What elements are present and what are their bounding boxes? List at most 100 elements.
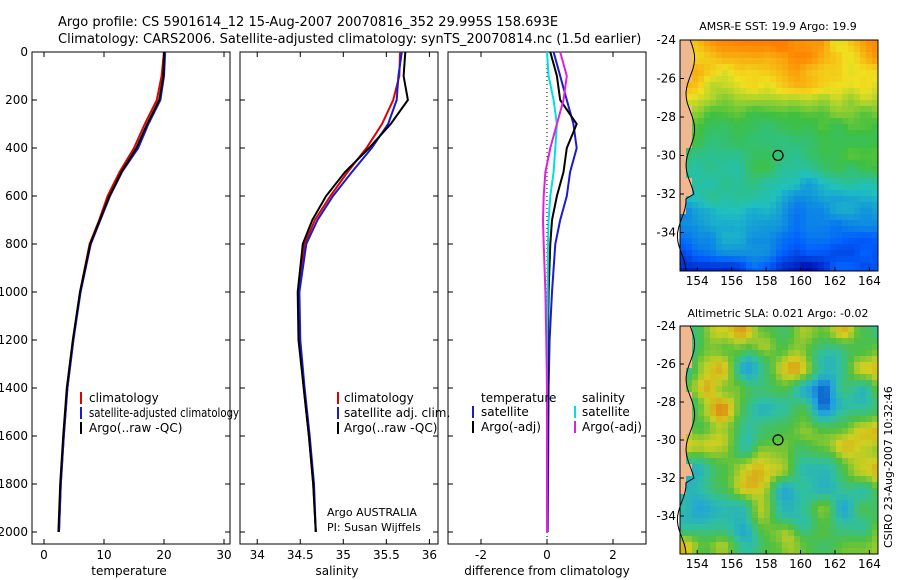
map-y-tick-label: -30 xyxy=(656,149,676,163)
map-cell xyxy=(710,362,716,368)
map-cell xyxy=(728,524,734,530)
map-cell xyxy=(854,208,860,214)
map-cell xyxy=(866,380,872,386)
map-cell xyxy=(758,100,764,106)
map-cell xyxy=(764,178,770,184)
map-cell xyxy=(680,392,686,398)
map-cell xyxy=(692,112,698,118)
map-cell xyxy=(686,548,692,554)
map-cell xyxy=(800,350,806,356)
map-cell xyxy=(860,500,866,506)
map-cell xyxy=(776,386,782,392)
map-cell xyxy=(734,154,740,160)
map-cell xyxy=(782,190,788,196)
map-cell xyxy=(680,142,686,148)
map-cell xyxy=(794,226,800,232)
map-cell xyxy=(692,220,698,226)
map-cell xyxy=(776,506,782,512)
map-cell xyxy=(824,112,830,118)
map-cell xyxy=(728,404,734,410)
map-cell xyxy=(740,548,746,554)
map-cell xyxy=(818,88,824,94)
map-cell xyxy=(872,506,878,512)
map-cell xyxy=(854,82,860,88)
map-cell xyxy=(686,536,692,542)
legend-label-climatology: climatology xyxy=(89,391,159,405)
map-cell xyxy=(854,338,860,344)
map-cell xyxy=(806,326,812,332)
x-tick-label: 10 xyxy=(96,548,111,562)
map-cell xyxy=(806,178,812,184)
map-cell xyxy=(752,398,758,404)
map-cell xyxy=(740,362,746,368)
map-cell xyxy=(740,524,746,530)
map-cell xyxy=(764,124,770,130)
map-cell xyxy=(764,142,770,148)
map-cell xyxy=(698,160,704,166)
map-cell xyxy=(866,338,872,344)
map-cell xyxy=(788,166,794,172)
map-cell xyxy=(788,196,794,202)
map-cell xyxy=(866,350,872,356)
map-cell xyxy=(680,542,686,548)
map-cell xyxy=(722,112,728,118)
map-cell xyxy=(752,362,758,368)
map-cell xyxy=(794,374,800,380)
map-cell xyxy=(776,368,782,374)
map-cell xyxy=(728,130,734,136)
map-cell xyxy=(722,326,728,332)
map-cell xyxy=(872,542,878,548)
map-cell xyxy=(788,94,794,100)
map-cell xyxy=(824,142,830,148)
map-cell xyxy=(800,518,806,524)
map-cell xyxy=(722,172,728,178)
map-cell xyxy=(818,220,824,226)
map-cell xyxy=(764,64,770,70)
map-cell xyxy=(692,262,698,268)
map-cell xyxy=(752,530,758,536)
map-cell xyxy=(728,446,734,452)
map-cell xyxy=(824,100,830,106)
map-cell xyxy=(752,106,758,112)
map-cell xyxy=(734,542,740,548)
map-cell xyxy=(692,178,698,184)
map-cell xyxy=(746,362,752,368)
map-cell xyxy=(812,398,818,404)
map-cell xyxy=(782,494,788,500)
map-cell xyxy=(698,250,704,256)
map-cell xyxy=(758,238,764,244)
map-cell xyxy=(770,422,776,428)
map-cell xyxy=(788,470,794,476)
map-cell xyxy=(710,178,716,184)
map-cell xyxy=(818,262,824,268)
map-cell xyxy=(758,458,764,464)
map-cell xyxy=(830,464,836,470)
map-cell xyxy=(872,52,878,58)
map-cell xyxy=(716,536,722,542)
map-cell xyxy=(818,160,824,166)
map-cell xyxy=(758,106,764,112)
map-cell xyxy=(734,220,740,226)
map-cell xyxy=(800,136,806,142)
map-cell xyxy=(854,40,860,46)
coastline xyxy=(676,39,696,272)
map-cell xyxy=(704,136,710,142)
map-cell xyxy=(710,398,716,404)
map-cell xyxy=(722,256,728,262)
map-cell xyxy=(830,338,836,344)
map-cell xyxy=(836,410,842,416)
map-cell xyxy=(794,464,800,470)
map-cell xyxy=(872,64,878,70)
map-cell xyxy=(728,440,734,446)
map-cell xyxy=(794,470,800,476)
map-cell xyxy=(806,64,812,70)
map-cell xyxy=(680,178,686,184)
map-cell xyxy=(722,244,728,250)
map-cell xyxy=(746,214,752,220)
map-cell xyxy=(782,172,788,178)
map-cell xyxy=(704,214,710,220)
map-cell xyxy=(764,226,770,232)
map-cell xyxy=(812,148,818,154)
map-cell xyxy=(746,244,752,250)
map-cell xyxy=(770,494,776,500)
